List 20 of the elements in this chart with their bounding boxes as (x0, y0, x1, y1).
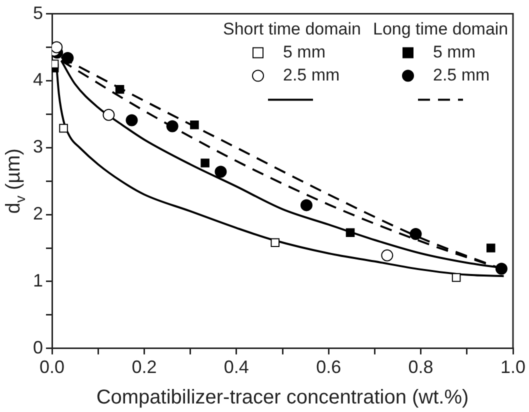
x-tick-label: 0.0 (39, 357, 65, 378)
legend-label: 5 mm (433, 42, 476, 62)
x-axis-title: Compatibilizer-tracer concentration (wt.%) (96, 386, 469, 409)
legend-label: 2.5 mm (433, 65, 490, 84)
y-tick-label: 2 (32, 204, 44, 224)
x-tick-label: 0.4 (224, 357, 249, 378)
legend-label: 2.5 mm (283, 65, 340, 84)
annotation: Long time domain (373, 19, 508, 38)
y-tick-label: 5 (32, 2, 44, 23)
y-axis-title: dv (µm) (2, 148, 28, 214)
y-tick-label: 3 (32, 136, 44, 157)
x-tick-label: 1.0 (500, 357, 526, 378)
y-tick-label: 4 (32, 70, 44, 90)
x-tick-label: 0.8 (408, 357, 434, 378)
y-tick-label: 0 (32, 337, 44, 358)
annotation: Short time domain (223, 19, 361, 38)
x-tick-label: 0.6 (316, 357, 342, 378)
legend-label: 5 mm (283, 42, 326, 62)
x-tick-label: 0.2 (132, 357, 157, 378)
y-tick-label: 1 (32, 270, 44, 290)
